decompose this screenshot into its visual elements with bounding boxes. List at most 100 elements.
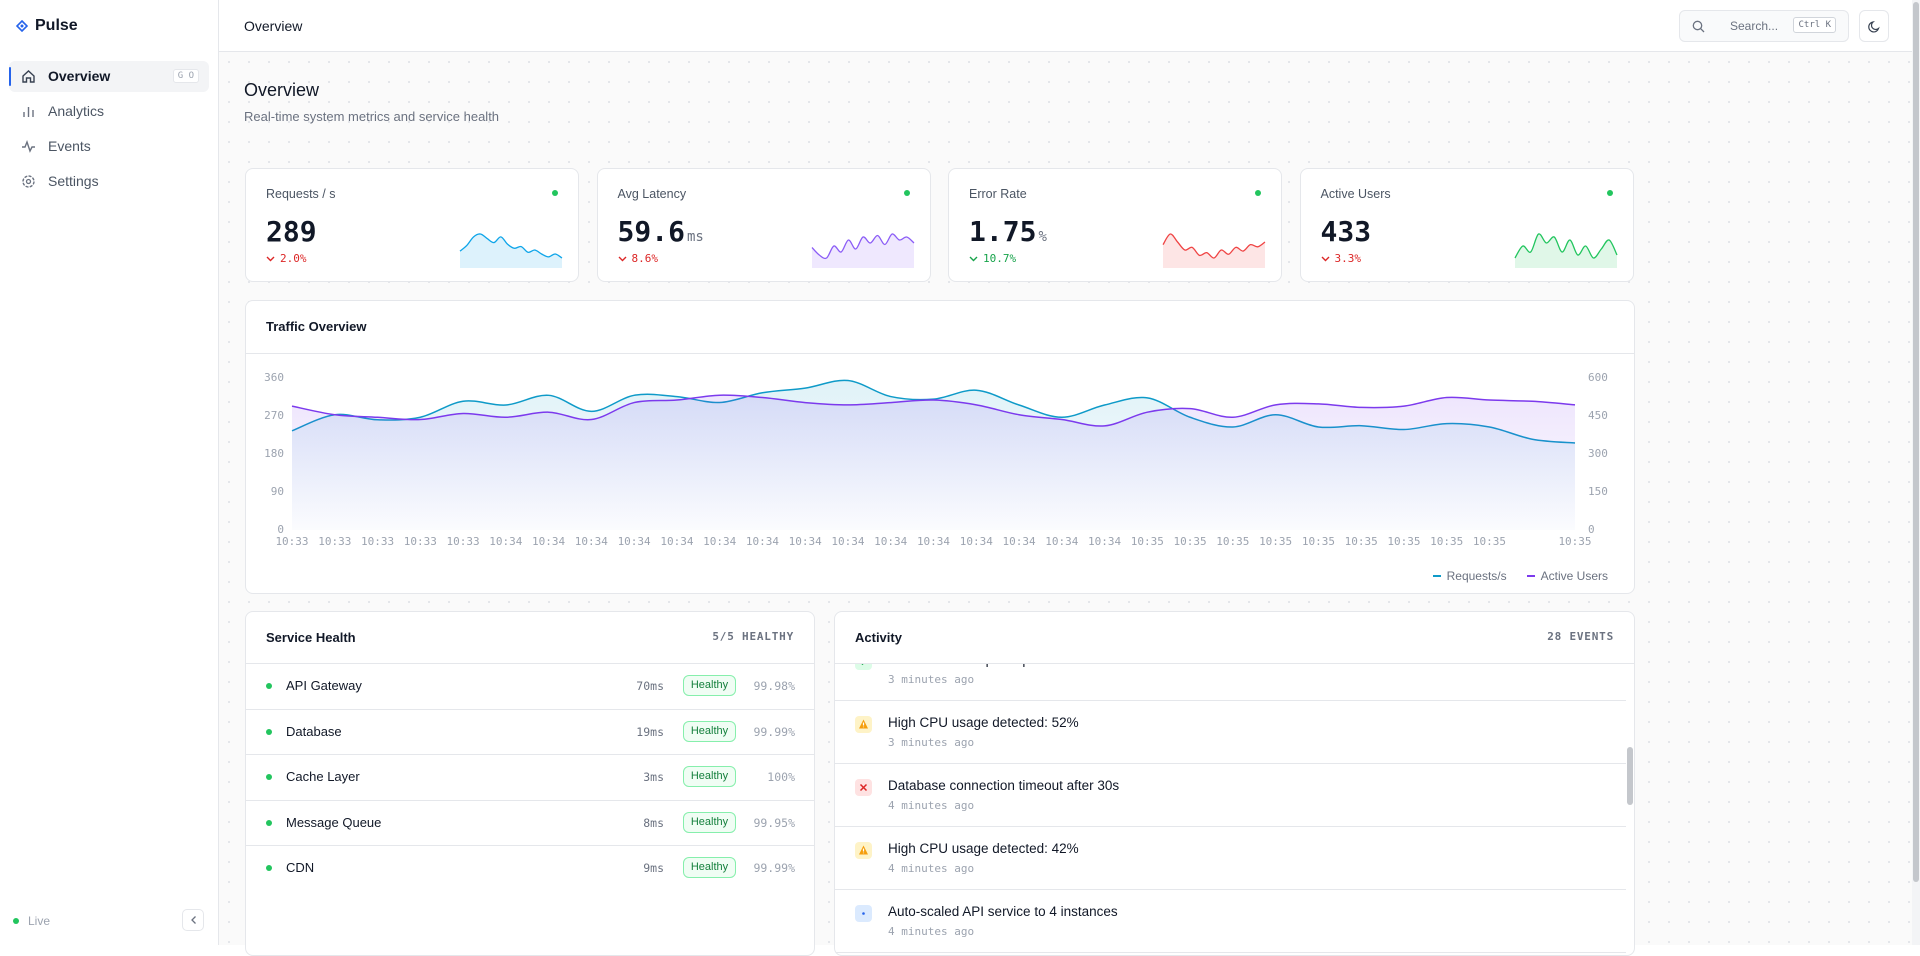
x-tick-label: 10:34 — [1002, 535, 1035, 548]
legend-swatch — [1526, 575, 1535, 577]
x-tick-label: 10:34 — [1088, 535, 1121, 548]
status-dot — [1606, 190, 1613, 196]
sparkline — [1513, 233, 1618, 268]
service-uptime: 99.99% — [753, 861, 795, 875]
service-row: CDN 9ms Healthy 99.99% — [246, 846, 814, 892]
status-badge: Healthy — [683, 811, 736, 833]
service-row: Message Queue 8ms Healthy 99.95% — [246, 801, 814, 846]
nav-item[interactable]: Events — [9, 131, 209, 162]
service-uptime: 99.95% — [753, 815, 795, 830]
main: Overview Real-time system metrics and se… — [219, 52, 1920, 956]
chevron — [1321, 256, 1329, 262]
activity-icon — [855, 905, 872, 922]
x-tick-label: 10:33 — [447, 535, 480, 548]
page-title: Overview — [244, 80, 320, 100]
sparkline-line — [811, 233, 914, 260]
icon — [1868, 21, 1880, 33]
status-dot — [552, 190, 558, 196]
x-tick-label: 10:33 — [275, 535, 308, 548]
sparkline-line — [459, 233, 563, 259]
legend-item: Requests/s — [1432, 569, 1507, 583]
kpi-card: Error Rate 1.75% 10.7% — [948, 168, 1282, 282]
service-latency: 8ms — [643, 815, 664, 830]
sparkline-line — [1162, 233, 1266, 259]
card-title: Activity — [855, 630, 902, 645]
delta-text: 10.7% — [983, 252, 1017, 265]
kpi-label: Active Users — [1320, 187, 1391, 201]
nav-item[interactable]: Analytics — [9, 96, 209, 127]
kpi-value-row: 433 — [1321, 215, 1372, 248]
card-summary: 5/5 HEALTHY — [712, 630, 794, 643]
x-tick-label: 10:34 — [532, 535, 565, 548]
card-title: Traffic Overview — [266, 319, 367, 334]
delta-text: 3.3% — [1334, 252, 1362, 265]
activity-time: 4 minutes ago — [888, 925, 975, 938]
card-summary: 28 EVENTS — [1547, 630, 1614, 643]
kpi-label: Error Rate — [969, 187, 1027, 201]
sparkline-line — [1513, 233, 1618, 259]
sidebar: Pulse Overview G O Analytics Events Sett… — [0, 0, 219, 945]
activity-time: 4 minutes ago — [888, 862, 975, 875]
status-dot — [266, 728, 272, 735]
icon — [22, 70, 35, 83]
y-tick-label: 0 — [277, 523, 284, 536]
status-dot — [266, 865, 272, 871]
chart: 0 90 180 270 360 0 150 300 450 600 10:33 10:33 10:33… — [264, 371, 1608, 548]
brand: Pulse — [35, 17, 78, 34]
nav-label: Analytics — [48, 103, 105, 119]
kpi-value: 289 — [266, 215, 317, 248]
y-tick-label: 180 — [264, 447, 284, 460]
cross — [859, 783, 868, 792]
nav-label: Events — [48, 138, 91, 154]
legend: Requests/s Active Users — [1432, 569, 1608, 583]
service-latency: 9ms — [643, 861, 664, 875]
service-uptime: 99.98% — [753, 679, 795, 693]
service-name: Message Queue — [286, 814, 382, 830]
y-tick-label: 360 — [264, 371, 284, 384]
kpi-delta: 10.7% — [969, 252, 1016, 265]
service-latency: 19ms — [636, 724, 664, 739]
x-tick-label: 10:34 — [960, 535, 993, 548]
x-tick-label: 10:35 — [1259, 535, 1292, 548]
x-tick-label: 10:35 — [1345, 535, 1378, 548]
nav-label: Settings — [48, 173, 99, 189]
kpi-unit: % — [1038, 229, 1047, 245]
delta-text: 8.6% — [631, 252, 659, 265]
x-tick-label: 10:34 — [1045, 535, 1078, 548]
sparkline-area — [1163, 233, 1265, 268]
x-tick-label: 10:34 — [746, 535, 779, 548]
sparkline-area — [811, 233, 914, 268]
y2-tick-label: 450 — [1588, 409, 1608, 422]
activity-list: Database backup completed — 2.3 GB 3 minu… — [835, 664, 1626, 955]
x-tick-label: 10:35 — [1473, 535, 1506, 548]
y-tick-label: 270 — [264, 409, 284, 422]
search[interactable]: Search... Ctrl K — [1679, 10, 1849, 42]
activity-icon — [855, 664, 872, 670]
x-tick-label: 10:33 — [318, 535, 351, 548]
activity-card: Activity 28 EVENTS Database backup compl… — [834, 611, 1635, 956]
activity-text: High CPU usage detected: 52% — [888, 715, 1079, 730]
y2-tick-label: 600 — [1588, 371, 1608, 384]
service-name: Cache Layer — [286, 769, 360, 784]
activity-text: High CPU usage detected: 42% — [888, 841, 1079, 856]
x-tick-label: 10:35 — [1558, 535, 1591, 548]
x-tick-label: 10:34 — [660, 535, 693, 548]
nav-item[interactable]: Settings — [9, 166, 209, 197]
y2-tick-label: 150 — [1588, 485, 1608, 498]
nav-item[interactable]: Overview G O — [9, 61, 209, 92]
divider — [835, 663, 1634, 664]
kpi-value: 433 — [1320, 215, 1372, 248]
series-area — [292, 395, 1575, 530]
x-tick-label: 10:35 — [1131, 535, 1164, 548]
activity-items: Database backup completed — 2.3 GB 3 minu… — [835, 664, 1626, 953]
theme-toggle[interactable] — [1859, 10, 1889, 42]
kpi-card: Requests / s 289 2.0% — [245, 168, 579, 282]
x-tick-label: 10:35 — [1387, 535, 1420, 548]
collapse-button[interactable] — [182, 909, 204, 931]
dot — [862, 912, 865, 915]
status-badge: Healthy — [683, 766, 736, 787]
y2-tick-label: 0 — [1588, 523, 1595, 536]
kpi-delta: 8.6% — [618, 252, 659, 265]
delta-text: 2.0% — [280, 252, 307, 265]
icon — [1321, 256, 1329, 262]
